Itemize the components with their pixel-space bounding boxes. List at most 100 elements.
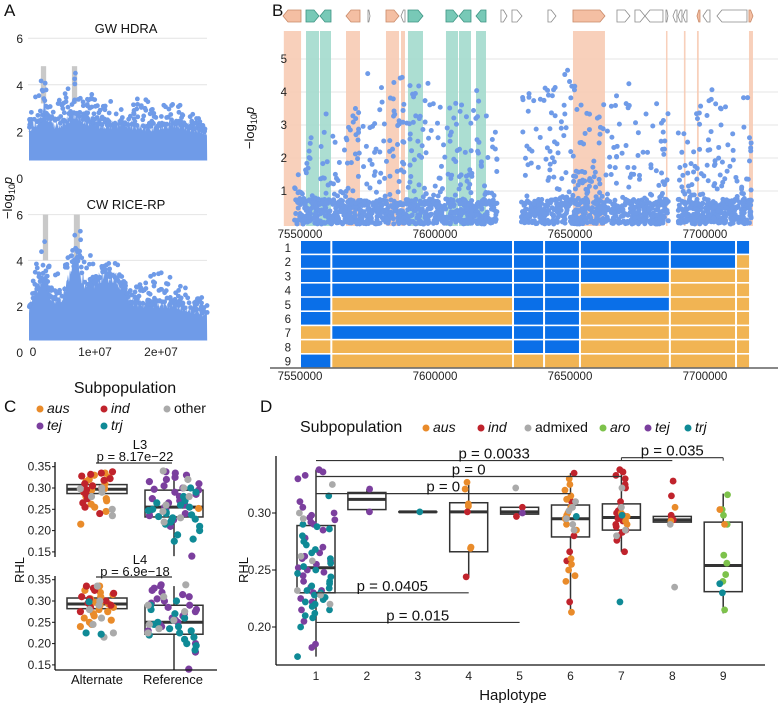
data-point	[464, 502, 472, 510]
haplotype-block	[545, 354, 579, 368]
locus-point	[597, 190, 603, 196]
locus-point	[459, 102, 465, 108]
locus-point	[570, 220, 576, 226]
locus-point	[525, 162, 531, 168]
data-point	[571, 572, 579, 580]
y-tick-label: 2	[16, 125, 23, 139]
manhattan-point	[131, 111, 137, 117]
box	[144, 604, 204, 635]
x-tick-label-top: 7700000	[683, 229, 728, 241]
locus-point	[401, 101, 407, 107]
data-point	[463, 478, 471, 486]
locus-point	[314, 217, 320, 223]
data-point	[326, 525, 333, 533]
data-point	[187, 627, 195, 635]
locus-point	[739, 184, 745, 190]
locus-point	[714, 186, 720, 192]
haplotype-block	[670, 269, 736, 282]
ylabel-prefix: −log	[242, 124, 257, 149]
panel-label-b: B	[272, 1, 283, 20]
haplotype-row-label: 5	[285, 300, 291, 312]
data-point	[721, 606, 729, 614]
locus-point	[601, 102, 607, 108]
locus-point	[335, 177, 341, 183]
haplotype-block	[580, 297, 669, 311]
gene-arrow-icon	[367, 9, 371, 23]
highlight-band	[319, 31, 331, 226]
locus-point	[373, 146, 379, 152]
manhattan-point	[151, 283, 157, 289]
locus-point	[573, 174, 579, 180]
locus-point	[548, 110, 554, 116]
locus-point	[586, 183, 592, 189]
locus-point	[458, 212, 464, 218]
x-tick-label: 7550000	[278, 371, 323, 383]
locus-point	[675, 196, 681, 202]
locus-point	[610, 220, 616, 226]
gene-arrow-icon	[475, 9, 487, 23]
data-point	[300, 617, 308, 625]
panel-c-p-value-l3: p = 8.17e−22	[97, 449, 174, 464]
locus-point	[471, 108, 477, 114]
locus-point	[692, 163, 698, 169]
locus-point	[344, 219, 350, 225]
data-point	[191, 646, 199, 654]
data-point	[97, 469, 105, 477]
manhattan-point	[167, 301, 173, 306]
locus-point	[442, 154, 448, 160]
haplotype-row-label: 4	[285, 286, 292, 298]
manhattan-point	[77, 109, 83, 115]
y-tick-label: 0.20	[248, 620, 272, 634]
data-point	[308, 582, 316, 590]
data-point	[612, 523, 620, 531]
gene-arrow-icon	[682, 9, 688, 23]
locus-point	[493, 200, 499, 206]
data-point	[566, 598, 574, 606]
haplotype-block	[670, 354, 736, 368]
locus-point	[546, 175, 552, 181]
locus-point	[323, 190, 329, 196]
locus-point	[583, 186, 589, 192]
locus-point	[624, 219, 630, 225]
gene-arrow-icon	[665, 9, 669, 23]
manhattan-point	[78, 264, 84, 270]
manhattan-point	[65, 104, 71, 110]
locus-point	[381, 207, 387, 213]
manhattan-point	[113, 111, 119, 117]
legend-dot-trj-icon	[684, 424, 692, 432]
x-tick-label: 8	[669, 669, 676, 683]
locus-point	[632, 215, 638, 221]
ylabel-sub: 10	[7, 184, 17, 194]
locus-point	[491, 193, 497, 199]
locus-point	[556, 206, 562, 212]
manhattan-point	[97, 107, 103, 113]
legend-label-aro: aro	[610, 419, 630, 435]
locus-point	[589, 209, 595, 215]
panel-c-x-label-alternate: Alternate	[71, 672, 123, 687]
haplotype-block	[545, 255, 579, 268]
locus-point	[608, 103, 614, 109]
haplotype-row-label: 8	[285, 342, 291, 354]
haplotype-block	[332, 283, 513, 297]
data-point	[85, 605, 94, 614]
gene-arrow-icon	[458, 9, 472, 23]
haplotype-row-label: 6	[285, 314, 291, 326]
haplotype-block	[545, 241, 579, 254]
locus-point	[372, 169, 378, 175]
locus-point	[492, 218, 498, 224]
haplotype-block	[332, 269, 513, 282]
data-point	[186, 601, 194, 609]
locus-point	[597, 131, 603, 137]
legend-label-tej: tej	[47, 417, 63, 433]
data-point	[612, 471, 620, 479]
haplotype-block	[580, 312, 669, 325]
data-point	[294, 653, 301, 661]
locus-point	[405, 184, 411, 190]
manhattan-point	[108, 99, 114, 104]
data-point	[189, 535, 197, 543]
locus-point	[397, 200, 403, 206]
manhattan-point	[64, 261, 70, 267]
data-point	[102, 507, 110, 516]
locus-point	[620, 206, 626, 212]
locus-point	[374, 221, 380, 227]
